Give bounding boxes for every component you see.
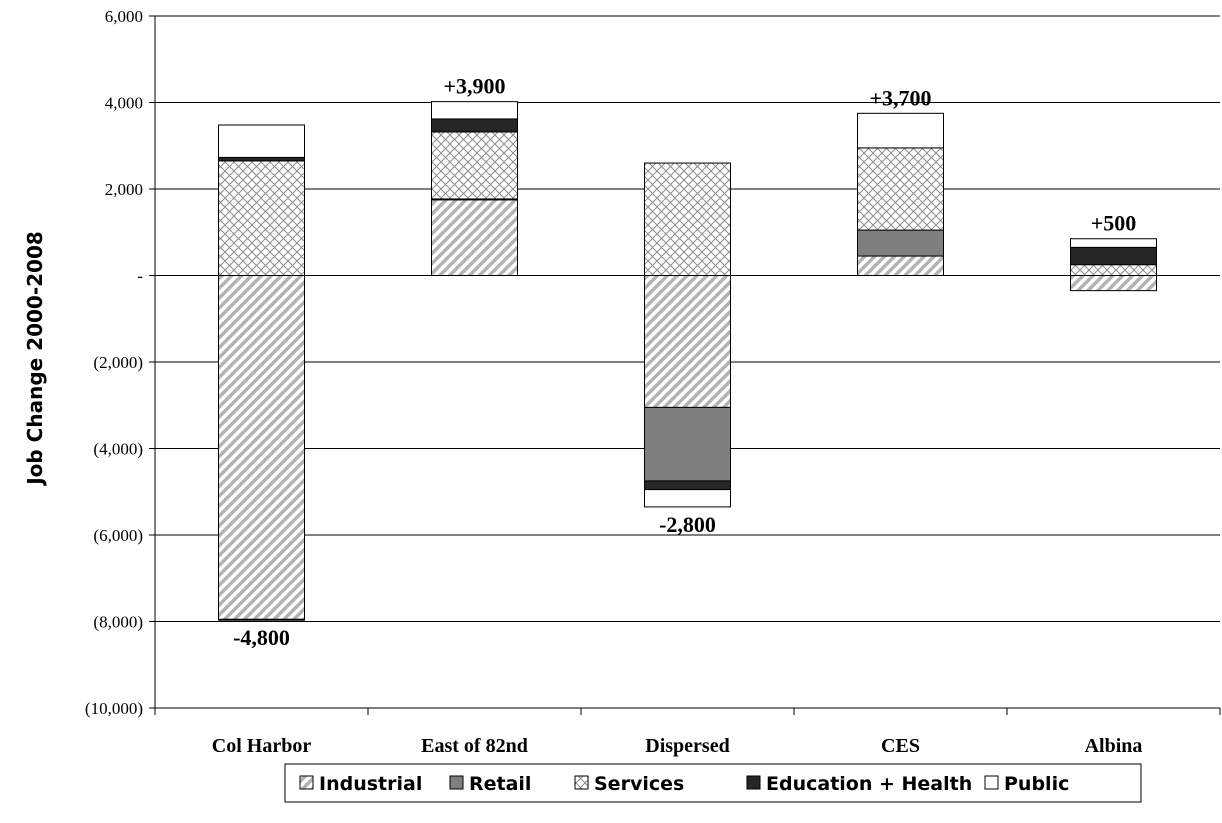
x-category-label: Albina <box>1085 735 1143 757</box>
y-tick-label: (8,000) <box>93 613 143 632</box>
bar-total-label: +3,900 <box>443 74 505 99</box>
y-tick-label: - <box>137 267 143 286</box>
bar-total-label: +500 <box>1091 211 1137 236</box>
bar-segment-public <box>218 124 305 158</box>
legend-label: Services <box>594 773 684 795</box>
bar-total-label: +3,700 <box>869 85 931 110</box>
y-tick-label: (2,000) <box>93 353 143 372</box>
bar-segment-industrial <box>218 275 305 620</box>
y-tick-label: (4,000) <box>93 440 143 459</box>
x-category-label: Dispersed <box>645 735 729 757</box>
bar-segment-services <box>218 160 305 276</box>
bar-segment-industrial <box>1070 275 1157 292</box>
bar-segment-public <box>644 489 731 508</box>
legend-swatch-public <box>984 775 999 790</box>
bar-segment-industrial <box>644 275 731 408</box>
bar-segment-retail <box>644 406 731 482</box>
legend-label: Education + Health <box>766 773 972 795</box>
legend: Industrial Retail Services Education + Heal… <box>284 763 1142 803</box>
bar-segment-education-health <box>218 156 305 162</box>
x-category-label: CES <box>881 735 920 757</box>
legend-label: Retail <box>469 773 531 795</box>
bar-segment-retail <box>857 229 944 257</box>
legend-swatch-education-health <box>746 775 761 790</box>
bar-segment-education-health <box>1070 246 1157 266</box>
bar-segment-industrial <box>431 199 518 276</box>
y-tick-label: (10,000) <box>85 699 143 718</box>
y-tick-label: 2,000 <box>105 180 143 199</box>
axes <box>149 15 1221 715</box>
legend-label: Public <box>1004 773 1069 795</box>
bar-segment-services <box>1070 264 1157 276</box>
legend-swatch-retail <box>449 775 464 790</box>
bar-segment-education-health <box>431 118 518 133</box>
bar-total-label: -2,800 <box>659 512 716 537</box>
bar-total-label: -4,800 <box>233 625 290 650</box>
x-category-label: Col Harbor <box>212 735 312 757</box>
bar-segment-industrial <box>857 255 944 277</box>
bar-segment-services <box>644 162 731 276</box>
bar-segment-public <box>857 112 944 149</box>
legend-swatch-services <box>574 775 589 790</box>
y-axis-title: Job Change 2000-2008 <box>23 231 47 487</box>
y-tick-label: (6,000) <box>93 526 143 545</box>
labels: 6,000 4,000 2,000 - (2,000) (4,000) (6,000) (8,… <box>85 7 1142 757</box>
bar-segment-services <box>431 131 518 200</box>
y-tick-label: 6,000 <box>105 7 143 26</box>
x-category-label: East of 82nd <box>421 735 528 757</box>
bars <box>218 101 1157 621</box>
bar-segment-retail <box>218 618 305 621</box>
bar-segment-services <box>857 147 944 231</box>
bar-segment-public <box>431 101 518 120</box>
legend-swatch-industrial <box>299 775 314 790</box>
legend-label: Industrial <box>319 773 422 795</box>
bar-segment-education-health <box>644 480 731 491</box>
bar-segment-public <box>1070 238 1157 248</box>
y-tick-label: 4,000 <box>105 94 143 113</box>
